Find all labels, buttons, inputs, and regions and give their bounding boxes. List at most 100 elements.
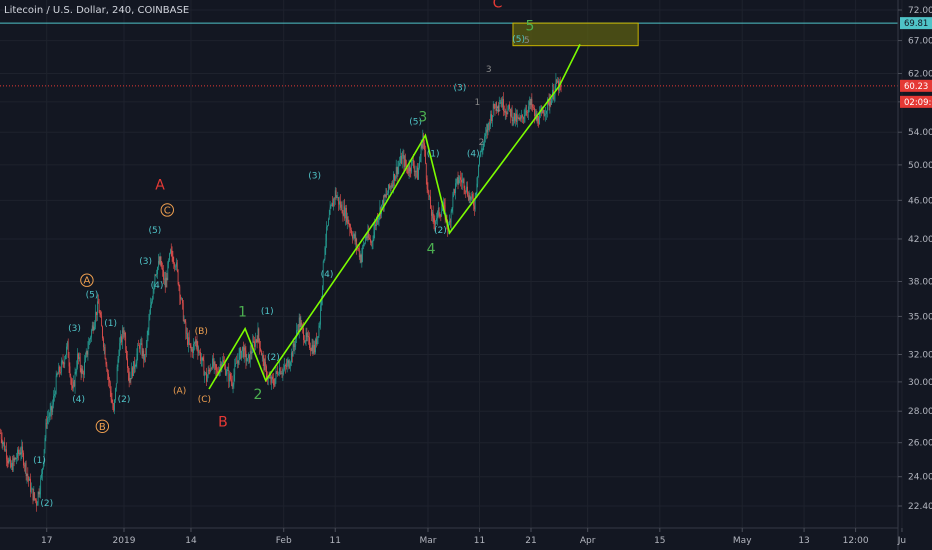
time-tick-label: 11	[474, 536, 485, 546]
candle-body	[154, 274, 156, 284]
candle-body	[352, 234, 353, 239]
candlestick-series	[0, 73, 562, 512]
candle-body	[264, 361, 266, 371]
wave-label: 1	[238, 304, 247, 320]
candle-body	[454, 189, 455, 194]
candle-body	[518, 117, 520, 120]
candle-body	[295, 338, 297, 347]
wave-label: 3	[418, 109, 427, 125]
candle-body	[182, 298, 183, 304]
candle-body	[404, 159, 406, 167]
candle-body	[349, 225, 351, 230]
candle-body	[339, 201, 340, 205]
candle-body	[502, 98, 504, 108]
candle-body	[91, 330, 92, 338]
candle-body	[75, 371, 77, 373]
candle-body	[251, 352, 253, 354]
candle-body	[285, 366, 287, 368]
candle-body	[72, 381, 74, 389]
price-axis[interactable]: 72.0067.0062.0058.0054.0050.0046.0042.00…	[897, 0, 932, 550]
candle-body	[376, 217, 378, 223]
price-tick-label: 22.40	[908, 502, 932, 512]
candle-body	[472, 194, 473, 199]
candle-body	[100, 314, 102, 317]
candle-body	[161, 265, 163, 268]
candle-body	[183, 320, 185, 321]
candle-body	[227, 370, 229, 371]
candle-body	[134, 366, 136, 369]
candle-body	[490, 114, 492, 126]
candle-body	[316, 336, 318, 345]
candle-body	[153, 283, 155, 291]
candle-body	[232, 384, 234, 387]
candle-body	[492, 115, 493, 122]
candle-body	[29, 478, 30, 481]
target-zone-box[interactable]	[512, 22, 639, 47]
candle-body	[225, 374, 227, 375]
wave-label: (3)	[139, 257, 152, 267]
candle-body	[114, 399, 115, 411]
wave-label: (1)	[104, 319, 117, 329]
candle-body	[394, 176, 396, 181]
candle-body	[92, 325, 94, 331]
candle-body	[359, 254, 361, 258]
wave-label: (4)	[321, 270, 334, 280]
candle-body	[504, 110, 505, 113]
candle-body	[522, 117, 524, 120]
candle-body	[49, 410, 51, 417]
candle-body	[127, 367, 129, 374]
candle-body	[352, 235, 354, 239]
wave-label: (4)	[467, 149, 480, 159]
candle-body	[385, 194, 387, 197]
candle-body	[537, 116, 539, 124]
candle-body	[301, 322, 303, 325]
candle-body	[226, 370, 228, 375]
candle-body	[494, 107, 496, 109]
price-tick-label: 26.00	[908, 439, 932, 449]
candle-body	[30, 489, 32, 492]
candle-body	[546, 99, 548, 111]
candle-body	[348, 223, 350, 226]
candle-body	[389, 186, 391, 189]
candle-body	[102, 326, 103, 339]
time-axis[interactable]: 17 2019 14 Feb 11 Mar 11 21 Apr 15 May 13 12:00 Ju	[0, 527, 906, 546]
candle-body	[167, 263, 169, 281]
candle-body	[360, 254, 362, 263]
candle-body	[440, 215, 442, 217]
candle-body	[255, 339, 256, 347]
time-tick-label: 13	[798, 536, 809, 546]
candle-body	[156, 274, 157, 275]
wave-label: (5)	[149, 226, 162, 236]
candle-body	[109, 382, 111, 391]
candle-body	[513, 113, 515, 120]
candle-body	[195, 340, 197, 344]
candle-body	[484, 136, 485, 143]
candle-body	[431, 212, 433, 216]
candle-body	[340, 204, 342, 208]
candle-body	[544, 113, 546, 117]
candle-body	[471, 194, 473, 197]
wave-label: 2	[479, 138, 485, 148]
time-tick-label: 2019	[113, 536, 136, 546]
candle-body	[368, 231, 370, 238]
candle-body	[524, 114, 526, 117]
candle-body	[5, 449, 6, 451]
wave-count-line[interactable]	[208, 44, 581, 390]
candle-body	[388, 184, 390, 189]
wave-labels: C5(5) 53(3)142(4)(5)3(1)(2)4(3)(4)1 (1)(2)…	[33, 0, 534, 509]
candle-body	[461, 179, 463, 183]
candle-body	[459, 177, 461, 181]
candle-body	[560, 86, 562, 87]
candle-body	[48, 416, 50, 417]
price-label-badge-text: 60.23	[904, 82, 928, 92]
candle-body	[28, 477, 30, 481]
candle-body	[521, 115, 522, 119]
price-tick-label: 38.00	[908, 277, 932, 287]
candle-body	[168, 260, 170, 264]
candle-body	[525, 110, 527, 115]
candle-body	[85, 355, 86, 363]
candle-body	[460, 177, 461, 180]
candle-body	[97, 301, 98, 316]
candle-body	[127, 358, 128, 368]
